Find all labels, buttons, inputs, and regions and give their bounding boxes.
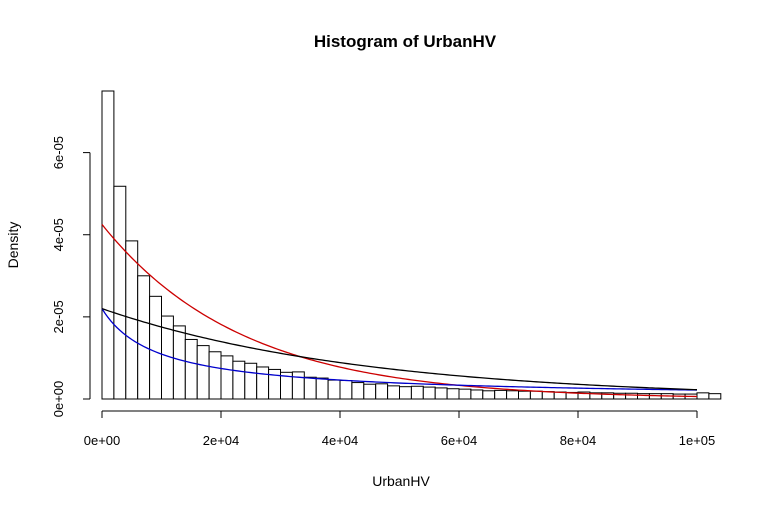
histogram-bar	[339, 380, 353, 400]
blue-density-curve	[101, 308, 698, 391]
histogram-bar	[708, 393, 722, 400]
bars-group	[101, 90, 722, 400]
histogram-bar	[351, 382, 365, 400]
x-tick-label: 8e+04	[560, 433, 597, 448]
chart-title: Histogram of UrbanHV	[314, 32, 497, 51]
histogram-bar	[268, 368, 282, 400]
histogram-bar	[149, 295, 163, 400]
histogram-bar	[387, 385, 401, 400]
y-axis: 0e+00 2e-05 4e-05 6e-05	[51, 136, 91, 418]
histogram-bar	[291, 371, 305, 400]
histogram-bar	[315, 377, 329, 400]
histogram-bar	[434, 387, 448, 400]
x-tick-label: 6e+04	[441, 433, 478, 448]
histogram-bar	[232, 360, 246, 400]
histogram-bar	[363, 383, 377, 400]
histogram-bar	[184, 338, 198, 400]
y-axis-label: Density	[5, 222, 21, 269]
histogram-bar	[375, 383, 389, 400]
histogram-bar	[113, 185, 127, 400]
y-tick-label: 6e-05	[51, 136, 66, 169]
y-tick-label: 4e-05	[51, 218, 66, 251]
histogram-bar	[446, 388, 460, 400]
y-tick-label: 0e+00	[51, 381, 66, 418]
histogram-bar	[494, 389, 508, 400]
histogram-bar	[470, 389, 484, 400]
histogram-bar	[422, 386, 436, 400]
x-axis-label: UrbanHV	[372, 473, 430, 489]
histogram-bar	[244, 362, 258, 400]
histogram-bar	[327, 379, 341, 400]
x-tick-label: 2e+04	[203, 433, 240, 448]
histogram-bar	[137, 275, 151, 400]
histogram-bar	[256, 366, 270, 400]
histogram-bar	[220, 355, 234, 400]
histogram-bar	[696, 392, 710, 400]
x-tick-label: 4e+04	[322, 433, 359, 448]
histogram-bar	[399, 386, 412, 400]
x-axis: 0e+00 2e+04 4e+04 6e+04 8e+04 1e+05	[84, 410, 716, 448]
curves-group	[101, 224, 698, 398]
y-tick-label: 2e-05	[51, 300, 66, 333]
red-density-curve	[101, 224, 698, 398]
histogram-bar	[506, 390, 520, 400]
histogram-bar	[458, 388, 472, 400]
histogram-bar	[101, 90, 115, 400]
histogram-bar	[196, 345, 210, 400]
histogram-bar	[625, 392, 638, 400]
x-tick-label: 0e+00	[84, 433, 121, 448]
histogram-bar	[529, 390, 543, 400]
histogram-bar	[637, 393, 650, 400]
histogram-bar	[410, 385, 424, 400]
histogram-bar	[303, 376, 317, 400]
black-density-curve	[101, 308, 698, 391]
x-tick-label: 1e+05	[679, 433, 716, 448]
histogram-bar	[208, 351, 222, 400]
histogram-bar	[482, 390, 496, 400]
histogram-bar	[541, 391, 555, 400]
histogram-bar	[518, 390, 531, 400]
histogram-bar	[172, 325, 186, 400]
